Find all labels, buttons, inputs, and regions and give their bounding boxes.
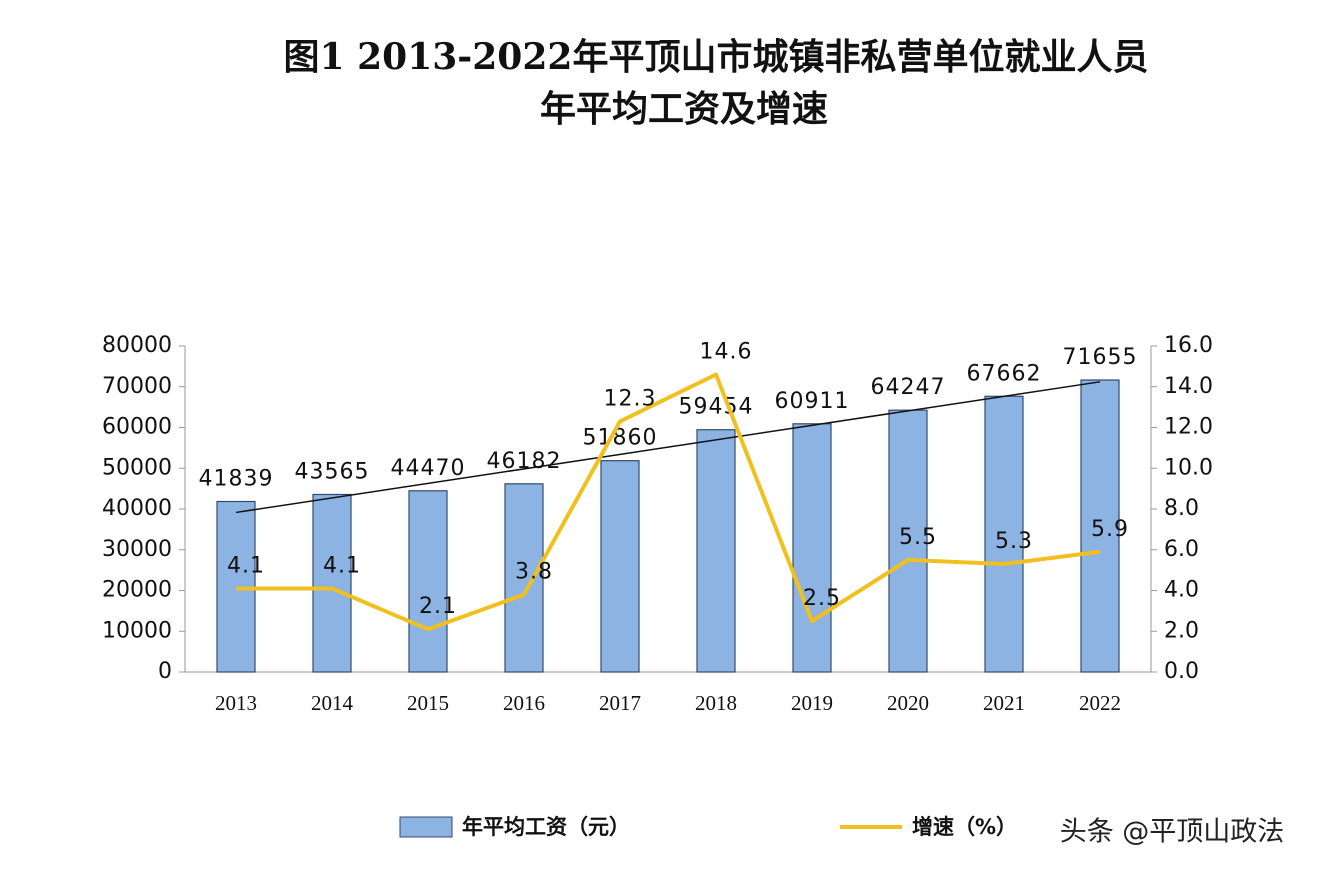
y2-tick-label: 6.0 — [1164, 537, 1199, 562]
trendline — [235, 381, 1101, 514]
value-label: 5.3 — [995, 529, 1033, 554]
bar — [504, 483, 544, 673]
value-label: 67662 — [967, 361, 1042, 386]
y-tick-label: 10000 — [102, 618, 172, 643]
y2-tick-label: 0.0 — [1164, 659, 1199, 684]
bar — [696, 429, 736, 673]
value-label: 43565 — [295, 459, 370, 484]
legend-swatch — [399, 816, 453, 838]
value-label: 14.6 — [700, 340, 753, 365]
value-label: 5.5 — [899, 525, 937, 550]
value-label: 44470 — [391, 456, 466, 481]
y-tick-label: 70000 — [102, 374, 172, 399]
y-tick-label: 80000 — [102, 333, 172, 358]
chart-title: 年平均工资及增速 — [540, 88, 828, 130]
bar — [312, 493, 352, 673]
legend-label: 增速（%） — [912, 815, 1017, 839]
y-tick-label: 0 — [158, 659, 172, 684]
y2-tick-label: 8.0 — [1164, 496, 1199, 521]
y2-tick-label: 12.0 — [1164, 415, 1213, 440]
bar — [1080, 379, 1120, 673]
value-label: 4.1 — [227, 553, 265, 578]
value-label: 5.9 — [1091, 517, 1129, 542]
x-tick-label: 2014 — [311, 691, 354, 715]
value-label: 2.5 — [803, 586, 841, 611]
growth-line — [236, 372, 1101, 632]
bar — [600, 460, 640, 673]
y-tick-label: 60000 — [102, 415, 172, 440]
x-tick-label: 2022 — [1079, 691, 1121, 715]
value-label: 2.1 — [419, 594, 457, 619]
value-label: 64247 — [871, 375, 946, 400]
y-tick-label: 40000 — [102, 496, 172, 521]
y2-tick-label: 14.0 — [1164, 374, 1213, 399]
bar — [408, 490, 448, 673]
chart-title: 图1 2013-2022年平顶山市城镇非私营单位就业人员 — [284, 36, 1149, 78]
watermark: 头条 @平顶山政法 — [1060, 817, 1285, 848]
value-label: 60911 — [775, 389, 850, 414]
value-label: 71655 — [1063, 345, 1138, 370]
y2-tick-label: 10.0 — [1164, 455, 1213, 480]
value-label: 4.1 — [323, 553, 361, 578]
x-tick-label: 2021 — [983, 691, 1025, 715]
x-tick-label: 2015 — [407, 691, 449, 715]
value-label: 3.8 — [515, 560, 553, 585]
value-label: 46182 — [487, 449, 562, 474]
x-tick-label: 2016 — [503, 691, 545, 715]
legend-label: 年平均工资（元） — [462, 815, 630, 839]
y2-tick-label: 2.0 — [1164, 618, 1199, 643]
value-label: 51860 — [583, 426, 658, 451]
y2-tick-label: 16.0 — [1164, 333, 1213, 358]
y2-tick-label: 4.0 — [1164, 578, 1199, 603]
y-tick-label: 20000 — [102, 578, 172, 603]
bar — [792, 423, 832, 673]
value-label: 41839 — [199, 467, 274, 492]
y-tick-label: 50000 — [102, 455, 172, 480]
x-tick-label: 2013 — [215, 691, 257, 715]
value-label: 12.3 — [604, 386, 657, 411]
x-tick-label: 2019 — [791, 691, 833, 715]
x-tick-label: 2017 — [599, 691, 641, 715]
x-tick-label: 2020 — [887, 691, 929, 715]
y-tick-label: 30000 — [102, 537, 172, 562]
x-tick-label: 2018 — [695, 691, 737, 715]
value-label: 59454 — [679, 395, 754, 420]
